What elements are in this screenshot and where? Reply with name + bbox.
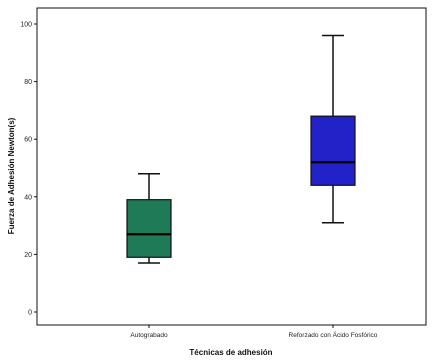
x-tick-label: Reforzado con Ácido Fosfórico — [289, 330, 378, 339]
y-tick-label: 60 — [24, 137, 32, 144]
y-tick-label: 40 — [24, 194, 32, 201]
box-series — [126, 34, 356, 264]
x-axis: Autograbado Reforzado con Ácido Fosfórico — [130, 325, 378, 339]
y-tick-label: 80 — [24, 79, 32, 86]
y-tick-label: 20 — [24, 252, 32, 259]
box-1 — [310, 34, 356, 224]
x-tick-label: Autograbado — [130, 332, 168, 339]
y-tick-label: 0 — [28, 310, 32, 317]
interquartile-box — [126, 199, 172, 258]
x-axis-title: Técnicas de adhesión — [189, 348, 272, 357]
y-axis-title: Fuerza de Adhesión Newton(s) — [7, 117, 16, 234]
box-0 — [126, 173, 172, 264]
y-tick-label: 100 — [20, 22, 32, 29]
interquartile-box — [310, 115, 356, 186]
plot-area — [36, 7, 427, 326]
y-axis: 0 20 40 60 80 100 — [20, 22, 37, 317]
